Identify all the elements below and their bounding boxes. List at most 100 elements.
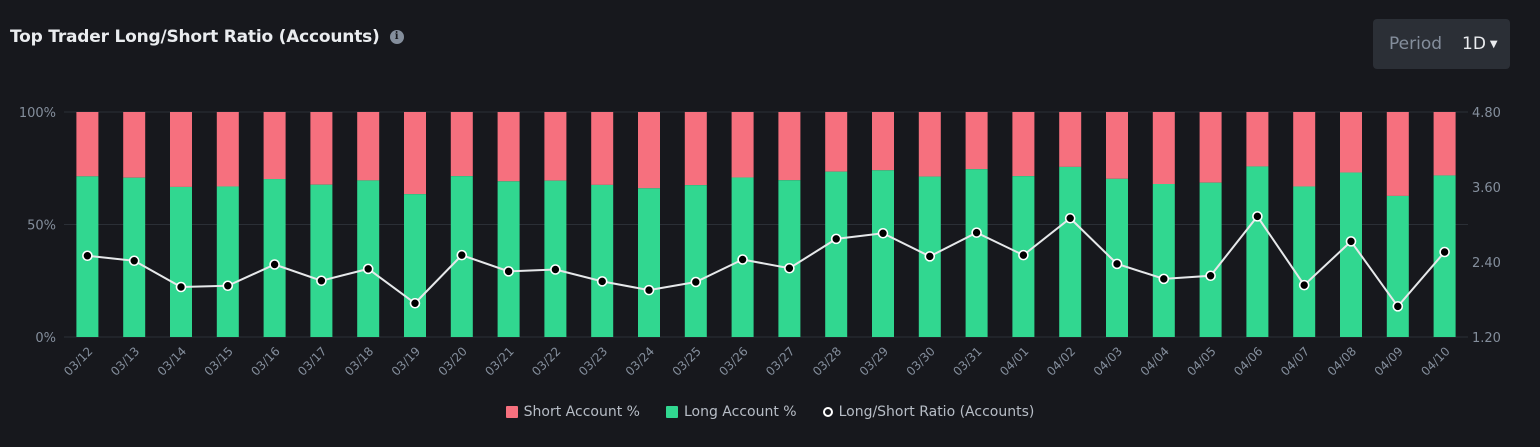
chart-title-group: Top Trader Long/Short Ratio (Accounts) i [10,27,404,47]
y-right-tick-label: 2.40 [1472,256,1501,271]
x-tick-label: 03/17 [295,344,329,378]
x-tick-label: 03/23 [576,344,610,378]
long-bar [872,170,894,337]
x-tick-label: 04/07 [1278,344,1312,378]
ratio-point [1439,246,1450,258]
short-bar [1152,112,1175,184]
ratio-point [409,297,421,309]
x-tick-label: 04/03 [1091,344,1125,378]
legend-item-short[interactable]: Short Account % [505,404,640,420]
long-bar [497,181,520,337]
short-bar [591,112,614,185]
ratio-point [550,264,561,275]
short-bar [684,112,707,186]
x-tick-label: 03/29 [857,344,891,378]
ratio-swatch [822,407,833,417]
long-swatch [665,406,678,418]
x-tick-label: 03/31 [950,344,984,378]
chevron-down-icon[interactable]: ▼ [1489,38,1498,50]
chart-title: Top Trader Long/Short Ratio (Accounts) [10,27,380,47]
short-bar [1059,112,1082,167]
x-tick-label: 04/02 [1044,344,1078,378]
x-tick-label: 03/18 [342,344,376,378]
long-bar [1293,186,1316,337]
x-tick-label: 03/16 [248,344,282,378]
ratio-point [830,233,842,245]
x-tick-label: 04/01 [997,344,1031,378]
x-tick-label: 04/08 [1325,344,1359,378]
ratio-point [269,259,280,270]
short-bar [76,112,99,177]
x-tick-label: 04/10 [1418,344,1452,378]
ratio-point [1205,270,1216,282]
long-bar [1246,166,1269,337]
ratio-point [1345,236,1357,247]
period-selector[interactable]: Period 1D ▼ [1373,19,1510,69]
long-bar [1106,178,1128,337]
ratio-point [1158,273,1170,285]
short-bar [1433,112,1456,176]
x-tick-label: 03/14 [155,344,189,378]
ratio-line [87,214,1446,308]
ratio-point [316,275,327,287]
y-right-tick-label: 3.60 [1472,181,1501,196]
short-bar [357,112,380,181]
x-tick-label: 03/12 [61,344,95,378]
long-bar [684,185,707,337]
x-tick-label: 03/13 [108,344,142,378]
legend-item-ratio[interactable]: Long/Short Ratio (Accounts) [822,404,1035,420]
ratio-point [737,254,748,265]
y-right-tick-label: 4.80 [1472,106,1501,121]
ratio-point [877,227,889,239]
long-bar [1059,166,1082,337]
x-tick-label: 03/15 [202,344,236,378]
short-bar [450,112,473,177]
legend-item-long[interactable]: Long Account % [665,404,797,420]
y-left-tick-label: 100% [19,106,56,121]
short-bar [825,112,848,172]
long-bar [1152,184,1175,337]
short-bar [1106,112,1128,179]
short-bar [170,112,192,187]
ratio-point [643,284,655,296]
x-tick-label: 03/28 [810,344,844,378]
x-tick-label: 04/05 [1184,344,1218,378]
long-bar [778,180,801,337]
info-icon[interactable]: i [389,30,404,44]
period-label: Period [1389,34,1443,54]
y-left-tick-label: 50% [27,219,56,234]
period-value[interactable]: 1D [1462,34,1486,54]
short-bar [965,112,988,170]
x-tick-label: 03/21 [482,344,516,378]
short-bar [638,112,660,189]
x-tick-label: 04/09 [1372,344,1406,378]
x-tick-label: 04/04 [1138,344,1172,378]
short-bar [310,112,333,185]
ratio-point [784,262,795,274]
ratio-point [82,250,93,262]
short-bar [1246,112,1269,167]
long-bar [310,184,333,337]
short-bar [1386,112,1409,196]
long-bar [638,188,660,337]
long-bar [216,186,239,337]
short-bar [872,112,894,171]
x-tick-label: 03/30 [904,344,938,378]
short-bar [1293,112,1316,187]
legend-label-ratio: Long/Short Ratio (Accounts) [838,404,1035,420]
ratio-point [971,227,982,238]
ratio-point [503,266,514,277]
x-tick-label: 03/25 [670,344,704,378]
short-bar [918,112,941,177]
short-bar [404,112,426,195]
x-tick-label: 03/26 [716,344,750,378]
ratio-point [1111,258,1123,270]
y-right-tick-label: 1.20 [1472,331,1501,346]
y-left-tick-label: 0% [35,331,56,346]
long-bar [544,180,567,337]
long-bar [357,180,380,337]
long-bar [591,184,614,337]
long-bar [1340,172,1362,337]
long-bar [1199,182,1222,337]
